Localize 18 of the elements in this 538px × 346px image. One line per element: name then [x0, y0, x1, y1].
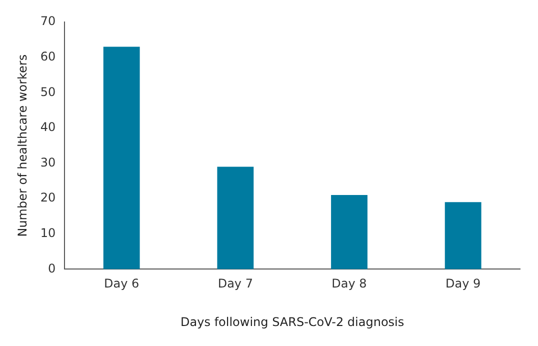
y-axis-title: Number of healthcare workers [15, 54, 30, 237]
x-tick-label: Day 8 [332, 276, 367, 291]
bar [103, 46, 140, 270]
y-tick-label: 10 [40, 226, 56, 240]
bar [444, 202, 482, 270]
y-tick-label: 60 [40, 49, 56, 64]
y-tick-label: 70 [40, 14, 56, 28]
bar [331, 195, 368, 270]
y-tick-label: 30 [40, 155, 56, 170]
x-tick-label: Day 9 [446, 276, 481, 291]
y-tick-label: 40 [40, 120, 56, 134]
x-tick-label: Day 6 [104, 276, 140, 291]
y-tick-label: 0 [48, 261, 56, 276]
x-axis-title: Days following SARS-CoV-2 diagnosis [180, 314, 404, 329]
x-tick-label: Day 7 [218, 276, 253, 291]
y-tick-label: 50 [40, 84, 56, 99]
y-tick-label: 20 [40, 190, 56, 205]
bar [217, 166, 254, 270]
